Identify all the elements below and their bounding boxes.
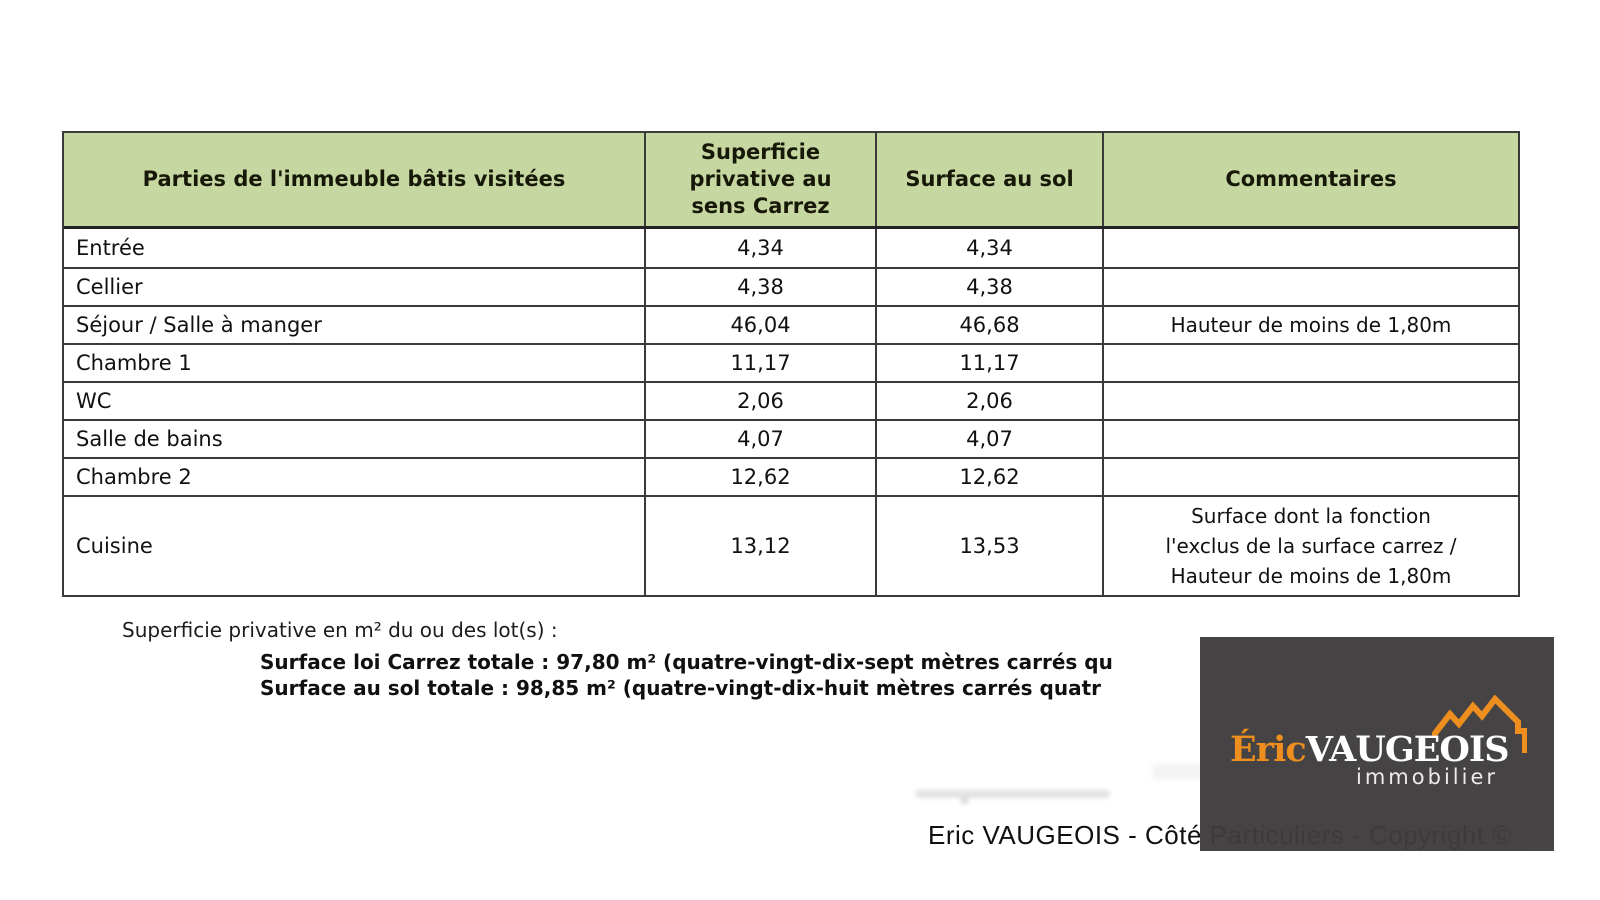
table-row: Cuisine 13,12 13,53 Surface dont la fonc… <box>64 495 1518 595</box>
header-surface-sol: Surface au sol <box>877 133 1104 226</box>
room-name-cell: Séjour / Salle à manger <box>64 307 646 343</box>
comment-cell <box>1104 383 1518 419</box>
room-name-cell: Chambre 1 <box>64 345 646 381</box>
surface-table: Parties de l'immeuble bâtis visitées Sup… <box>62 131 1520 597</box>
floor-area-value-cell: 4,34 <box>877 229 1104 267</box>
floor-area-value-cell: 13,53 <box>877 497 1104 595</box>
floor-area-value-cell: 46,68 <box>877 307 1104 343</box>
comment-cell: Surface dont la fonction l'exclus de la … <box>1165 504 1457 588</box>
floor-area-value-cell: 11,17 <box>877 345 1104 381</box>
sol-total-line: Surface au sol totale : 98,85 m² (quatre… <box>260 676 1101 700</box>
carrez-value-cell: 4,34 <box>646 229 877 267</box>
comment-cell <box>1104 421 1518 457</box>
table-row: Séjour / Salle à manger 46,04 46,68 Haut… <box>64 305 1518 343</box>
scan-artifact <box>915 790 1110 798</box>
carrez-value-cell: 12,62 <box>646 459 877 495</box>
table-row: Entrée 4,34 4,34 <box>64 229 1518 267</box>
header-parties: Parties de l'immeuble bâtis visitées <box>64 133 646 226</box>
table-row: Chambre 2 12,62 12,62 <box>64 457 1518 495</box>
room-name-cell: Salle de bains <box>64 421 646 457</box>
roof-outline-icon <box>1432 695 1527 753</box>
carrez-value-cell: 13,12 <box>646 497 877 595</box>
agency-logo: ÉricVAUGEOIS immobilier <box>1200 637 1554 851</box>
scan-artifact <box>960 797 969 804</box>
table-body: Entrée 4,34 4,34 Cellier 4,38 4,38 Séjou… <box>64 229 1518 595</box>
carrez-value-cell: 4,38 <box>646 269 877 305</box>
carrez-total-line: Surface loi Carrez totale : 97,80 m² (qu… <box>260 650 1113 674</box>
room-name-cell: Chambre 2 <box>64 459 646 495</box>
brand-name: ÉricVAUGEOIS <box>1230 729 1510 770</box>
carrez-value-cell: 4,07 <box>646 421 877 457</box>
floor-area-value-cell: 2,06 <box>877 383 1104 419</box>
floor-area-value-cell: 4,07 <box>877 421 1104 457</box>
brand-first: Éric <box>1230 729 1307 770</box>
header-superficie-carrez: Superficie privative au sens Carrez <box>646 133 877 226</box>
comment-cell <box>1104 269 1518 305</box>
carrez-value-cell: 46,04 <box>646 307 877 343</box>
room-name-cell: Entrée <box>64 229 646 267</box>
table-row: Chambre 1 11,17 11,17 <box>64 343 1518 381</box>
header-commentaires: Commentaires <box>1225 167 1397 191</box>
floor-area-value-cell: 12,62 <box>877 459 1104 495</box>
comment-cell: Hauteur de moins de 1,80m <box>1170 313 1452 337</box>
room-name-cell: Cuisine <box>64 497 646 595</box>
comment-cell <box>1104 345 1518 381</box>
brand-last: VAUGEOIS <box>1305 729 1510 770</box>
floor-area-value-cell: 4,38 <box>877 269 1104 305</box>
carrez-value-cell: 11,17 <box>646 345 877 381</box>
lots-note: Superficie privative en m² du ou des lot… <box>122 618 558 642</box>
room-name-cell: Cellier <box>64 269 646 305</box>
comment-cell <box>1104 459 1518 495</box>
table-row: Cellier 4,38 4,38 <box>64 267 1518 305</box>
table-row: WC 2,06 2,06 <box>64 381 1518 419</box>
room-name-cell: WC <box>64 383 646 419</box>
totals-block: Surface loi Carrez totale : 97,80 m² (qu… <box>260 649 1113 701</box>
comment-cell <box>1104 229 1518 267</box>
carrez-value-cell: 2,06 <box>646 383 877 419</box>
table-row: Salle de bains 4,07 4,07 <box>64 419 1518 457</box>
logo-tagline: immobilier <box>1356 765 1498 789</box>
table-header-row: Parties de l'immeuble bâtis visitées Sup… <box>64 133 1518 229</box>
